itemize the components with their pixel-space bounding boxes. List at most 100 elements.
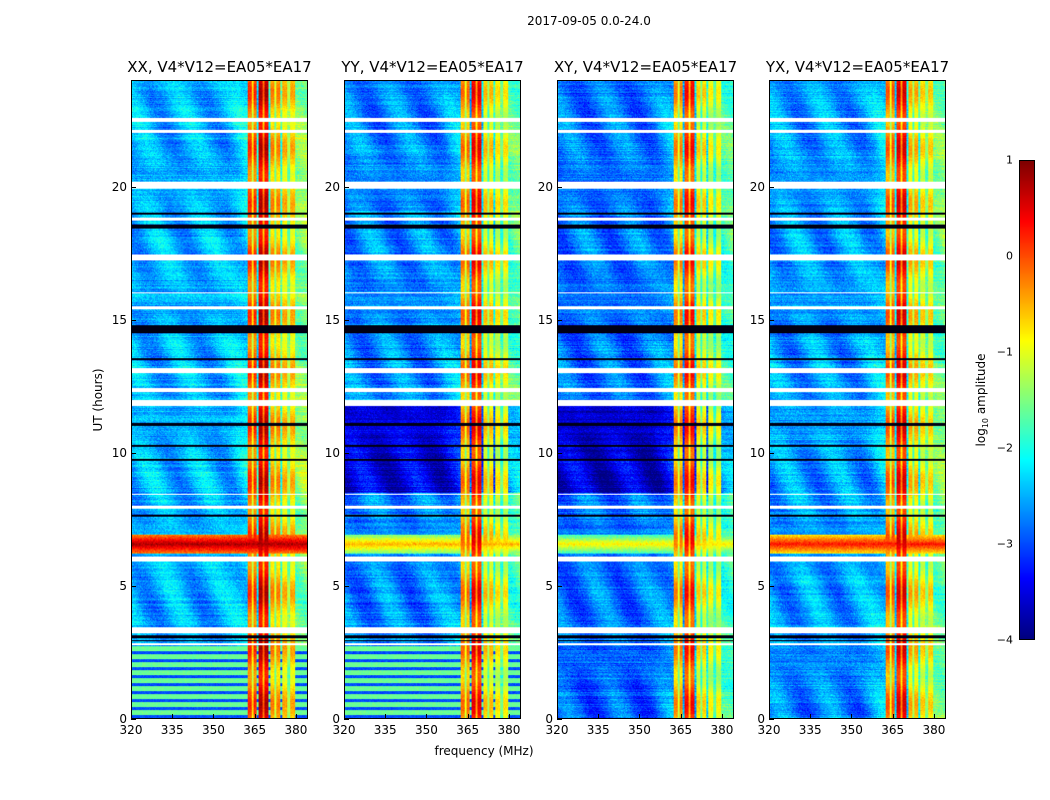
- x-tick-mark: [851, 714, 853, 719]
- x-tick-mark: [557, 714, 558, 719]
- y-tick-mark: [557, 452, 562, 454]
- y-tick-mark: [131, 719, 136, 720]
- x-tick-mark: [344, 714, 345, 719]
- y-tick-mark: [557, 186, 562, 188]
- x-tick-label: 320: [757, 723, 781, 737]
- y-tick-label: 0: [119, 712, 127, 726]
- x-tick-label: 335: [586, 723, 610, 737]
- y-tick-label: 15: [749, 312, 765, 327]
- panel-1: XX, V4*V12=EA05*EA17 0 5 10 15 20 320 335 350 365…: [112, 58, 312, 737]
- x-tick-label: 320: [545, 723, 569, 737]
- x-tick-label: 335: [160, 723, 184, 737]
- panel-title: YX, V4*V12=EA05*EA17: [765, 58, 950, 76]
- x-tick-mark: [598, 714, 600, 719]
- y-tick-mark: [769, 319, 774, 321]
- y-tick-mark: [131, 319, 136, 321]
- x-tick-label: 380: [922, 723, 946, 737]
- x-tick-mark: [426, 714, 428, 719]
- y-tick-mark: [769, 452, 774, 454]
- y-tick-label: 0: [332, 712, 340, 726]
- y-tick-label: 15: [111, 312, 127, 327]
- colorbar-tick-label: −3: [996, 537, 1013, 551]
- x-tick-label: 335: [373, 723, 397, 737]
- colorbar-tick-label: −2: [996, 441, 1013, 455]
- x-tick-label: 365: [881, 723, 905, 737]
- y-tick-mark: [769, 719, 774, 720]
- y-tick-mark: [344, 452, 349, 454]
- x-axis-label: frequency (MHz): [434, 744, 534, 758]
- x-tick-mark: [254, 714, 256, 719]
- x-tick-mark: [933, 714, 935, 719]
- colorbar-tick-label: 0: [1006, 249, 1013, 263]
- x-tick-mark: [467, 714, 469, 719]
- x-tick-mark: [131, 714, 132, 719]
- y-tick-label: 20: [111, 179, 127, 194]
- spectrogram-heatmap: [131, 80, 308, 719]
- y-tick-label: 0: [757, 712, 765, 726]
- x-tick-label: 350: [840, 723, 863, 737]
- colorbar-tick-label: 1: [1006, 153, 1013, 167]
- x-tick-label: 320: [332, 723, 356, 737]
- x-tick-mark: [385, 714, 387, 719]
- colorbar: [1019, 160, 1035, 640]
- x-tick-mark: [639, 714, 641, 719]
- colorbar-tick-label: −4: [996, 633, 1013, 647]
- y-tick-label: 10: [537, 445, 553, 460]
- y-tick-mark: [557, 319, 562, 321]
- x-tick-mark: [892, 714, 894, 719]
- panel-title: YY, V4*V12=EA05*EA17: [341, 58, 524, 76]
- x-tick-mark: [810, 714, 812, 719]
- spectrogram-heatmap: [344, 80, 521, 719]
- y-tick-mark: [344, 719, 349, 720]
- panel-3: XY, V4*V12=EA05*EA17 0 5 10 15 20 320 335 350 365…: [538, 58, 737, 737]
- figure-title: 2017-09-05 0.0-24.0: [527, 14, 651, 28]
- x-tick-mark: [680, 714, 682, 719]
- y-tick-mark: [344, 186, 349, 188]
- y-tick-label: 20: [537, 179, 553, 194]
- y-tick-mark: [344, 585, 349, 587]
- y-tick-label: 10: [749, 445, 765, 460]
- x-tick-label: 380: [497, 723, 521, 737]
- y-tick-label: 5: [332, 578, 340, 593]
- x-tick-label: 335: [798, 723, 822, 737]
- x-tick-label: 365: [243, 723, 267, 737]
- y-tick-mark: [344, 319, 349, 321]
- x-tick-label: 350: [415, 723, 438, 737]
- x-tick-mark: [721, 714, 723, 719]
- x-tick-mark: [213, 714, 215, 719]
- colorbar-tick-label: −1: [996, 345, 1013, 359]
- y-tick-label: 5: [757, 578, 765, 593]
- y-tick-label: 20: [324, 179, 340, 194]
- spectrogram-heatmap: [557, 80, 734, 719]
- y-tick-label: 0: [545, 712, 553, 726]
- panel-title: XY, V4*V12=EA05*EA17: [553, 58, 738, 76]
- y-tick-mark: [769, 186, 774, 188]
- y-tick-label: 5: [119, 578, 127, 593]
- x-tick-label: 365: [669, 723, 693, 737]
- x-tick-label: 380: [710, 723, 734, 737]
- x-tick-label: 365: [456, 723, 480, 737]
- y-tick-label: 5: [545, 578, 553, 593]
- x-tick-mark: [295, 714, 297, 719]
- panel-title: XX, V4*V12=EA05*EA17: [127, 58, 312, 76]
- panel-4: YX, V4*V12=EA05*EA17 0 5 10 15 20 320 335 350 365…: [750, 58, 949, 737]
- y-tick-mark: [557, 585, 562, 587]
- y-axis-label: UT (hours): [91, 368, 105, 432]
- y-tick-mark: [557, 719, 562, 720]
- panel-2: YY, V4*V12=EA05*EA17 0 5 10 15 20 320 335 350 365…: [325, 58, 524, 737]
- x-tick-mark: [508, 714, 510, 719]
- y-tick-label: 10: [111, 445, 127, 460]
- x-tick-label: 350: [202, 723, 225, 737]
- colorbar-label: log10 amplitude: [973, 353, 991, 447]
- y-tick-mark: [769, 585, 774, 587]
- y-tick-mark: [131, 585, 136, 587]
- spectrogram-heatmap: [769, 80, 946, 719]
- x-tick-mark: [172, 714, 174, 719]
- x-tick-label: 350: [628, 723, 651, 737]
- y-tick-label: 20: [749, 179, 765, 194]
- x-tick-label: 320: [119, 723, 143, 737]
- y-tick-label: 10: [324, 445, 340, 460]
- y-tick-label: 15: [324, 312, 340, 327]
- y-tick-mark: [131, 186, 136, 188]
- x-tick-mark: [769, 714, 770, 719]
